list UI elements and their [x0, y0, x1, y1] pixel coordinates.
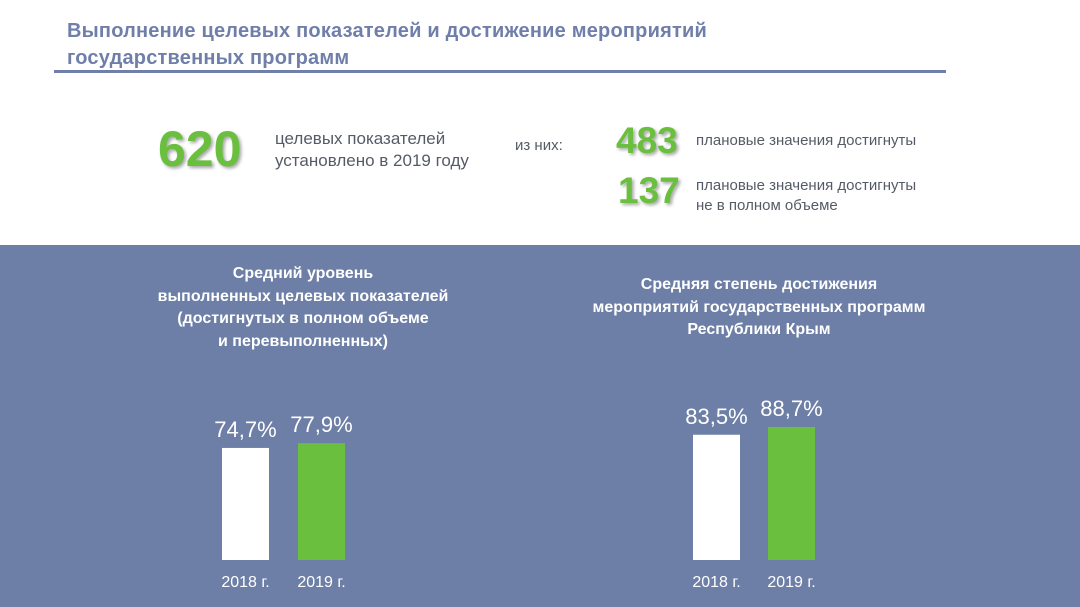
chart-1-title-line-2: выполненных целевых показателей [157, 287, 449, 305]
total-caption-line-1: целевых показателей [275, 129, 446, 148]
partial-caption-line-2: не в полном объеме [696, 197, 838, 214]
total-indicators-caption: целевых показателей установлено в 2019 г… [275, 128, 469, 172]
chart-2-title: Средняя степень достижения мероприятий г… [574, 274, 944, 342]
achieved-caption-line-1: плановые значения достигнуты [696, 132, 917, 149]
chart-1-bar-2 [298, 443, 345, 560]
chart-2-title-line-2: мероприятий государственных программ [592, 298, 926, 316]
chart-1-title-line-1: Средний уровень [232, 265, 374, 282]
chart-2-bar-1 [693, 434, 740, 560]
chart-2-category-label-2: 2019 г. [767, 574, 815, 591]
partial-count: 137 [618, 170, 680, 211]
chart-1-title-line-4: и перевыполненных) [218, 332, 388, 350]
of-them-label: из них: [515, 137, 563, 154]
page-title-line-2: государственных программ [67, 47, 350, 69]
chart-1-category-label-1: 2018 г. [221, 574, 269, 591]
chart-1-title-line-3: (достигнутых в полном объеме [177, 310, 429, 327]
chart-2-value-label-2: 88,7% [760, 396, 822, 421]
total-caption-line-2: установлено в 2019 году [275, 151, 469, 170]
title-underline [54, 70, 946, 73]
achieved-caption: плановые значения достигнуты [696, 131, 916, 151]
chart-2-title-line-3: Республики Крым [687, 321, 831, 338]
partial-caption: плановые значения достигнуты не в полном… [696, 176, 916, 216]
chart-1-category-label-2: 2019 г. [297, 574, 345, 591]
charts-panel [0, 245, 1080, 607]
page-title-line-1: Выполнение целевых показателей и достиже… [67, 20, 707, 42]
page-title: Выполнение целевых показателей и достиже… [67, 18, 707, 72]
chart-1-title: Средний уровень выполненных целевых пока… [138, 263, 468, 353]
chart-1-value-label-1: 74,7% [214, 417, 276, 442]
chart-1-value-label-2: 77,9% [290, 412, 352, 437]
chart-2-bar-2 [768, 426, 815, 560]
total-indicators-count: 620 [158, 121, 242, 177]
chart-2-value-label-1: 83,5% [685, 404, 747, 429]
achieved-count: 483 [616, 120, 678, 161]
chart-2-category-label-1: 2018 г. [692, 574, 740, 591]
partial-caption-line-1: плановые значения достигнуты [696, 177, 917, 194]
chart-1-bar-1 [222, 447, 269, 560]
chart-2-title-line-1: Средняя степень достижения [640, 276, 878, 293]
stats-section: 620 целевых показателей установлено в 20… [0, 0, 1080, 245]
